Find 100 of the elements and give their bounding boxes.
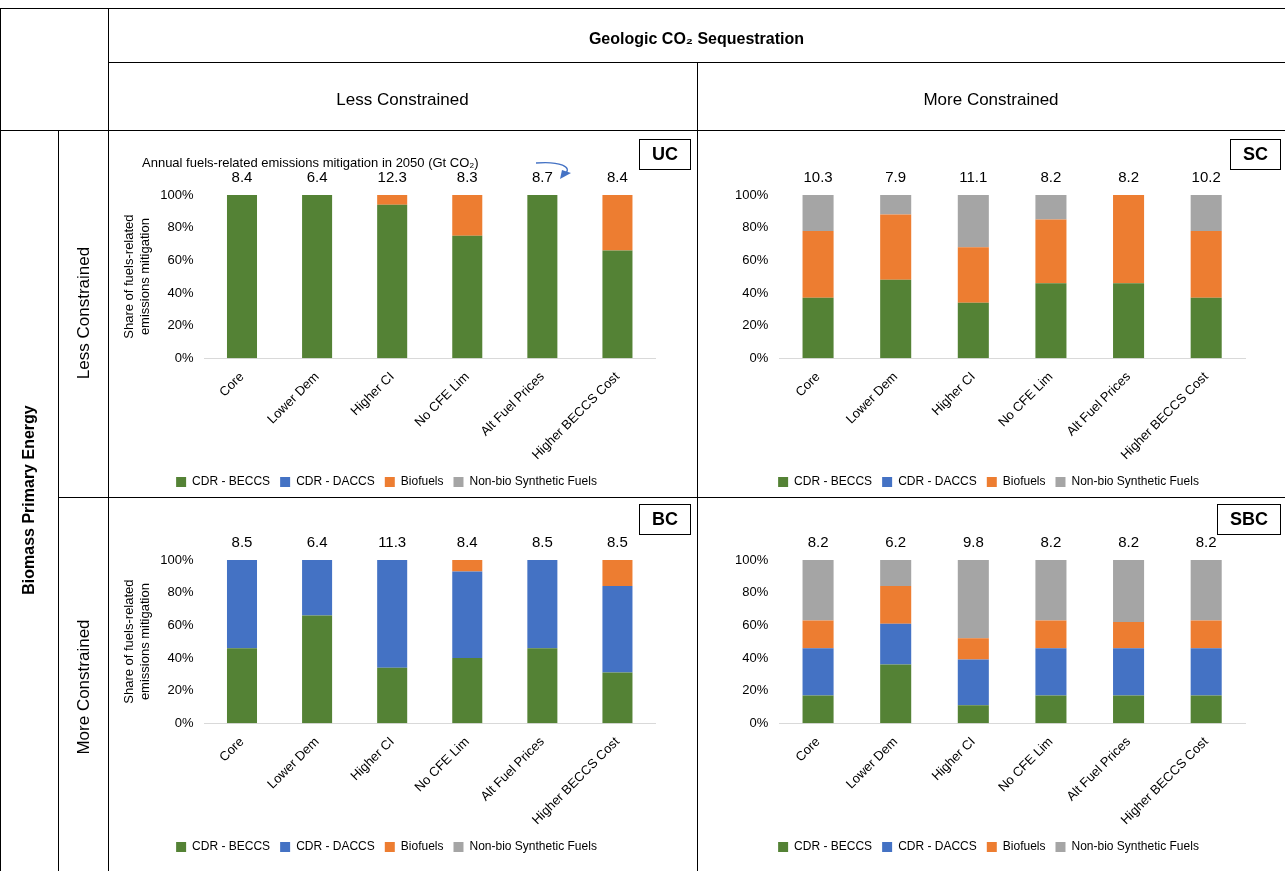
annotation: 8.2 bbox=[807, 532, 829, 550]
bar bbox=[802, 195, 834, 231]
bar bbox=[602, 560, 633, 587]
bar bbox=[957, 195, 989, 248]
legend-label: CDR - BECCS bbox=[794, 839, 873, 854]
text: Less Constrained bbox=[335, 90, 470, 110]
annotation: 11.3 bbox=[378, 532, 407, 550]
y-tick-label: 20% bbox=[742, 317, 769, 333]
y-axis-title: Share of fuels-related emissions mitigation bbox=[121, 214, 152, 339]
annotation: 8.5 bbox=[231, 532, 253, 550]
bar bbox=[1190, 560, 1222, 621]
bar bbox=[1113, 648, 1145, 696]
bar bbox=[802, 648, 834, 696]
legend-label: CDR - DACCS bbox=[898, 474, 977, 489]
legend-label: CDR - BECCS bbox=[192, 474, 271, 489]
annotation: 11.1 bbox=[959, 167, 988, 185]
bar bbox=[1035, 283, 1067, 359]
y-tick-label: 40% bbox=[742, 284, 769, 300]
annotation: 8.4 bbox=[456, 532, 478, 550]
legend-label: CDR - BECCS bbox=[192, 839, 271, 854]
chart-title: UC bbox=[639, 139, 691, 170]
text: Biomass Primary Energy bbox=[20, 405, 38, 595]
x-tick-label: Core bbox=[792, 733, 823, 765]
bar bbox=[1113, 695, 1145, 724]
annotation: 10.2 bbox=[1191, 167, 1221, 185]
y-tick-label: 60% bbox=[167, 616, 194, 632]
bar bbox=[1190, 230, 1222, 298]
bar bbox=[226, 648, 258, 724]
y-tick-label: 100% bbox=[160, 551, 194, 567]
y-tick-label: 100% bbox=[160, 186, 194, 202]
text: More Constrained bbox=[922, 90, 1060, 110]
bar bbox=[1113, 283, 1145, 359]
bar bbox=[302, 560, 333, 616]
legend-label: CDR - DACCS bbox=[296, 474, 375, 489]
legend-label: Biofuels bbox=[1002, 474, 1046, 489]
bar bbox=[1035, 695, 1067, 724]
bar bbox=[1190, 195, 1222, 231]
bar bbox=[957, 638, 989, 660]
text: Less Constrained bbox=[74, 246, 94, 380]
bar bbox=[880, 586, 912, 624]
bar bbox=[957, 302, 989, 359]
bar bbox=[1035, 560, 1067, 621]
bar bbox=[1190, 297, 1222, 359]
legend-label: Biofuels bbox=[400, 839, 444, 854]
legend-label: CDR - DACCS bbox=[296, 839, 375, 854]
x-tick-label: Core bbox=[216, 733, 247, 765]
annotation: 8.4 bbox=[607, 167, 628, 185]
bar bbox=[1190, 620, 1222, 649]
bar bbox=[302, 195, 333, 359]
text: Annual fuels-related emissions mitigation in 2050 (Gt CO₂) bbox=[142, 155, 479, 170]
y-tick-label: 0% bbox=[749, 349, 769, 365]
y-tick-label: 100% bbox=[735, 551, 769, 567]
chart-title: BC bbox=[639, 504, 691, 535]
y-tick-label: 80% bbox=[742, 219, 769, 235]
legend-label: Non-bio Synthetic Fuels bbox=[1071, 474, 1199, 489]
bar bbox=[226, 560, 258, 649]
bar bbox=[957, 705, 989, 724]
annotation: 8.5 bbox=[607, 532, 628, 550]
annotation: 8.2 bbox=[1040, 532, 1062, 550]
bar bbox=[1035, 620, 1067, 649]
bar bbox=[527, 195, 558, 359]
bar bbox=[602, 586, 633, 673]
chart-title: SBC bbox=[1216, 504, 1281, 535]
bar bbox=[1113, 195, 1145, 284]
bar bbox=[602, 250, 633, 359]
bar bbox=[602, 672, 633, 724]
bar bbox=[1035, 195, 1067, 220]
y-tick-label: 20% bbox=[167, 317, 194, 333]
x-tick-label: No CFE Lim bbox=[411, 733, 472, 795]
bar bbox=[377, 667, 408, 724]
bar bbox=[880, 560, 912, 587]
y-tick-label: 40% bbox=[167, 649, 194, 665]
legend-label: Biofuels bbox=[400, 474, 444, 489]
x-tick-label: Core bbox=[216, 368, 247, 400]
bar bbox=[880, 279, 912, 359]
annotation: 8.7 bbox=[531, 167, 553, 185]
bar bbox=[377, 195, 408, 205]
annotation: 10.3 bbox=[803, 167, 833, 185]
bar bbox=[452, 571, 483, 658]
x-tick-label: No CFE Lim bbox=[994, 733, 1056, 795]
bar bbox=[377, 204, 408, 359]
bar bbox=[957, 560, 989, 639]
y-tick-label: 20% bbox=[742, 682, 769, 698]
annotation: 8.2 bbox=[1118, 167, 1139, 185]
bar bbox=[527, 648, 558, 724]
bar bbox=[880, 664, 912, 724]
bar bbox=[452, 235, 483, 359]
annotation: 8.2 bbox=[1118, 532, 1139, 550]
y-tick-label: 60% bbox=[742, 616, 769, 632]
y-tick-label: 60% bbox=[742, 251, 769, 267]
annotation: 8.2 bbox=[1195, 532, 1217, 550]
bar bbox=[452, 560, 483, 572]
bar bbox=[802, 620, 834, 649]
bar bbox=[880, 623, 912, 665]
legend-label: CDR - BECCS bbox=[794, 474, 873, 489]
bar bbox=[802, 297, 834, 359]
bar bbox=[226, 195, 258, 359]
y-tick-label: 80% bbox=[742, 584, 769, 600]
bar bbox=[602, 195, 633, 251]
annotation: 12.3 bbox=[377, 167, 407, 185]
